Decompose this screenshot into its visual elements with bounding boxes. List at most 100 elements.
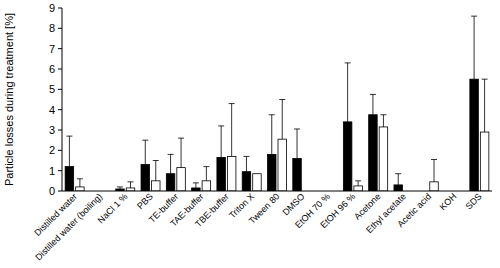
error-line (181, 138, 182, 167)
bar (480, 132, 489, 191)
y-axis (62, 8, 63, 191)
error-line (79, 179, 80, 187)
x-tick-label: TBE-buffer (193, 191, 231, 229)
y-tick-label: 9 (49, 2, 55, 14)
bar (379, 127, 388, 191)
error-line (271, 115, 272, 155)
error-cap (229, 103, 235, 104)
error-bar (355, 181, 361, 186)
error-cap (153, 160, 159, 161)
bar (242, 172, 251, 191)
error-line (206, 167, 207, 181)
bar (177, 168, 186, 191)
x-tick-label: Distilled water (boiling) (33, 191, 104, 262)
error-cap (482, 79, 488, 80)
plot-area (65, 16, 489, 191)
error-bar (218, 126, 224, 158)
bar (166, 174, 175, 191)
error-bar (279, 100, 285, 140)
bar (141, 165, 150, 191)
error-bar (203, 167, 209, 181)
error-line (195, 183, 196, 188)
error-line (130, 182, 131, 188)
error-cap (471, 16, 477, 17)
x-tick-label: PBS (135, 191, 155, 211)
y-tick (58, 8, 62, 9)
error-bar (431, 159, 437, 181)
error-bar (178, 138, 184, 167)
error-cap (142, 140, 148, 141)
y-tick (58, 109, 62, 110)
error-line (297, 129, 298, 158)
y-tick-label: 7 (49, 43, 55, 55)
error-bar (193, 183, 199, 188)
x-tick-label: Distilled water (32, 191, 79, 238)
bar (369, 115, 378, 191)
error-line (282, 100, 283, 140)
error-cap (269, 114, 275, 115)
error-bar (294, 129, 300, 158)
y-tick (58, 150, 62, 151)
error-bar (142, 140, 148, 164)
error-line (398, 174, 399, 185)
error-cap (127, 181, 133, 182)
y-tick (58, 191, 62, 192)
y-tick (58, 28, 62, 29)
error-bar (243, 156, 249, 171)
error-line (145, 140, 146, 164)
error-cap (203, 166, 209, 167)
bar (293, 158, 302, 191)
y-tick-label: 5 (49, 83, 55, 95)
error-cap (77, 178, 83, 179)
error-cap (380, 114, 386, 115)
error-line (347, 63, 348, 122)
bar (227, 156, 236, 191)
x-tick-label: NaCl 1 % (96, 191, 130, 225)
error-line (372, 94, 373, 114)
y-tick-label: 3 (49, 124, 55, 136)
error-line (221, 126, 222, 158)
y-axis-label: Particle losses during treatment [%] (3, 13, 15, 186)
error-bar (153, 161, 159, 181)
y-tick-label: 2 (49, 144, 55, 156)
y-tick (58, 170, 62, 171)
y-tick-label: 1 (49, 165, 55, 177)
y-tick (58, 130, 62, 131)
error-bar (395, 174, 401, 185)
error-bar (229, 104, 235, 157)
error-cap (395, 173, 401, 174)
y-tick-label: 8 (49, 22, 55, 34)
bar (76, 187, 85, 191)
x-tick-label: Acetic acid (395, 191, 433, 229)
bar (354, 186, 363, 191)
y-tick (58, 89, 62, 90)
chart: 0123456789Distilled waterDistilled water… (0, 0, 500, 268)
error-line (434, 159, 435, 181)
error-cap (345, 62, 351, 63)
bar (278, 139, 287, 191)
error-line (155, 161, 156, 181)
bar (217, 157, 226, 191)
y-tick-label: 6 (49, 63, 55, 75)
error-line (246, 156, 247, 171)
error-cap (243, 156, 249, 157)
error-line (170, 154, 171, 173)
bar (65, 167, 74, 191)
error-cap (279, 99, 285, 100)
error-cap (117, 186, 123, 187)
error-bar (345, 63, 351, 122)
bar (470, 79, 479, 191)
error-line (358, 181, 359, 186)
bar (202, 181, 211, 191)
error-bar (127, 182, 133, 188)
bar (430, 182, 439, 191)
y-tick-label: 4 (49, 104, 55, 116)
y-tick (58, 69, 62, 70)
error-cap (370, 94, 376, 95)
error-line (484, 79, 485, 132)
error-cap (193, 182, 199, 183)
error-line (69, 136, 70, 167)
bar (253, 174, 261, 191)
error-cap (355, 180, 361, 181)
error-line (231, 104, 232, 157)
